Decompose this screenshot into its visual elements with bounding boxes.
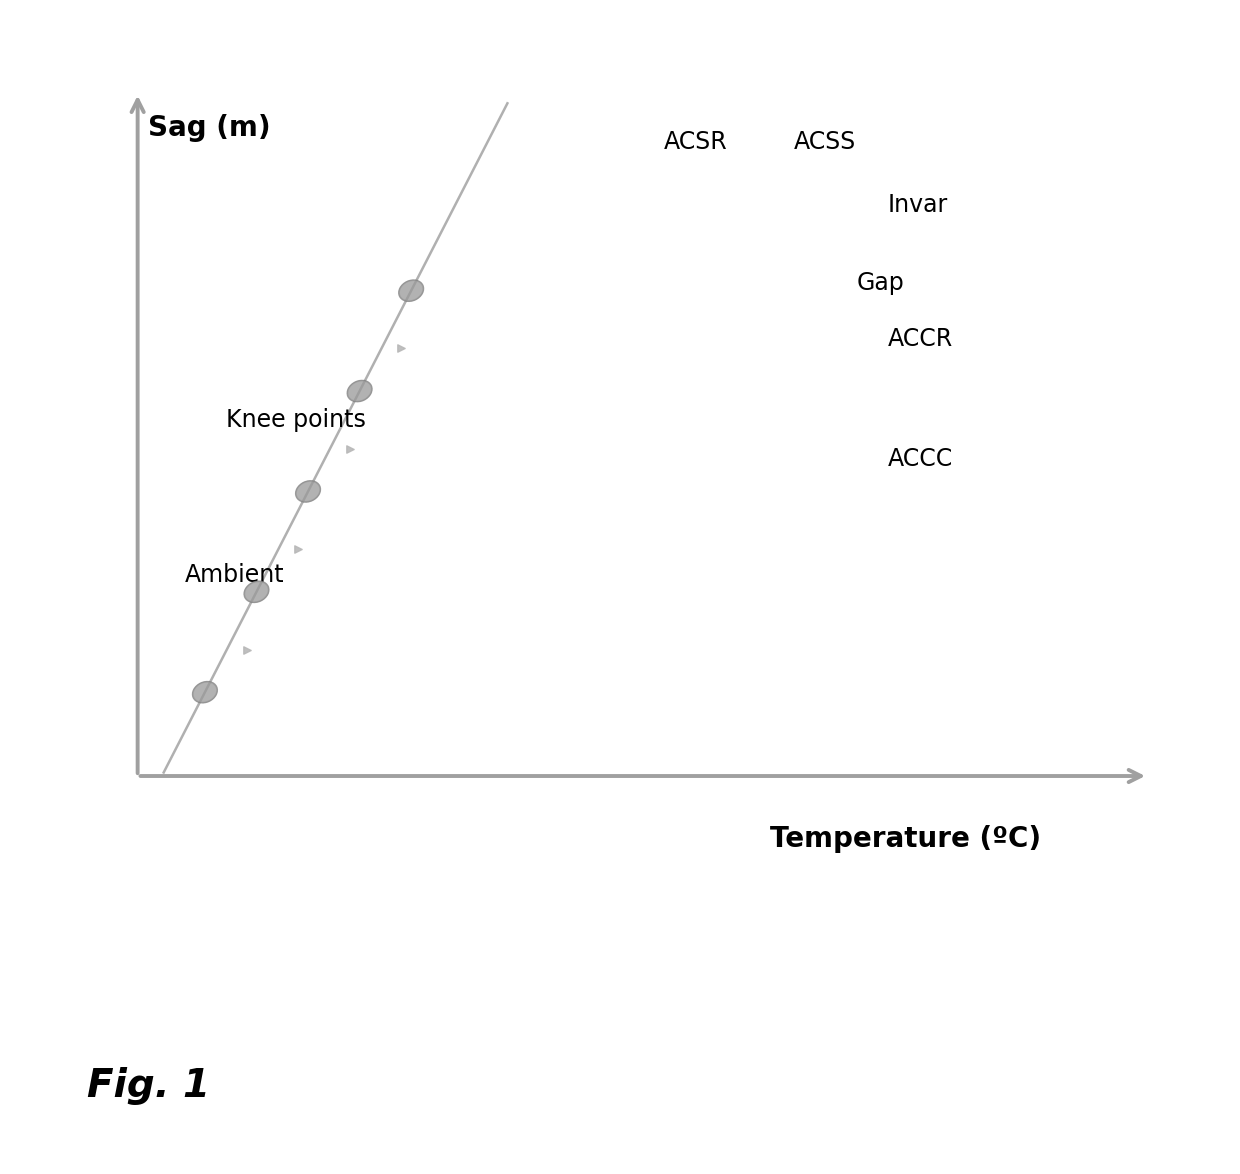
Point xyxy=(392,339,412,358)
Text: ACSS: ACSS xyxy=(794,130,856,154)
Ellipse shape xyxy=(347,380,372,402)
Text: Invar: Invar xyxy=(888,194,947,217)
Ellipse shape xyxy=(244,581,269,602)
Text: ACCR: ACCR xyxy=(888,328,952,351)
Point xyxy=(340,439,360,458)
Ellipse shape xyxy=(193,682,217,702)
Text: ACSR: ACSR xyxy=(663,130,728,154)
Point xyxy=(237,640,257,659)
Text: Fig. 1: Fig. 1 xyxy=(87,1067,210,1105)
Text: Knee points: Knee points xyxy=(226,409,366,432)
Text: Temperature (ºC): Temperature (ºC) xyxy=(770,825,1040,853)
Ellipse shape xyxy=(399,281,423,301)
Text: ACCC: ACCC xyxy=(888,447,952,471)
Text: Ambient: Ambient xyxy=(185,564,284,587)
Ellipse shape xyxy=(296,481,320,501)
Text: Gap: Gap xyxy=(857,271,904,295)
Point xyxy=(289,540,309,559)
Text: Sag (m): Sag (m) xyxy=(148,114,270,142)
